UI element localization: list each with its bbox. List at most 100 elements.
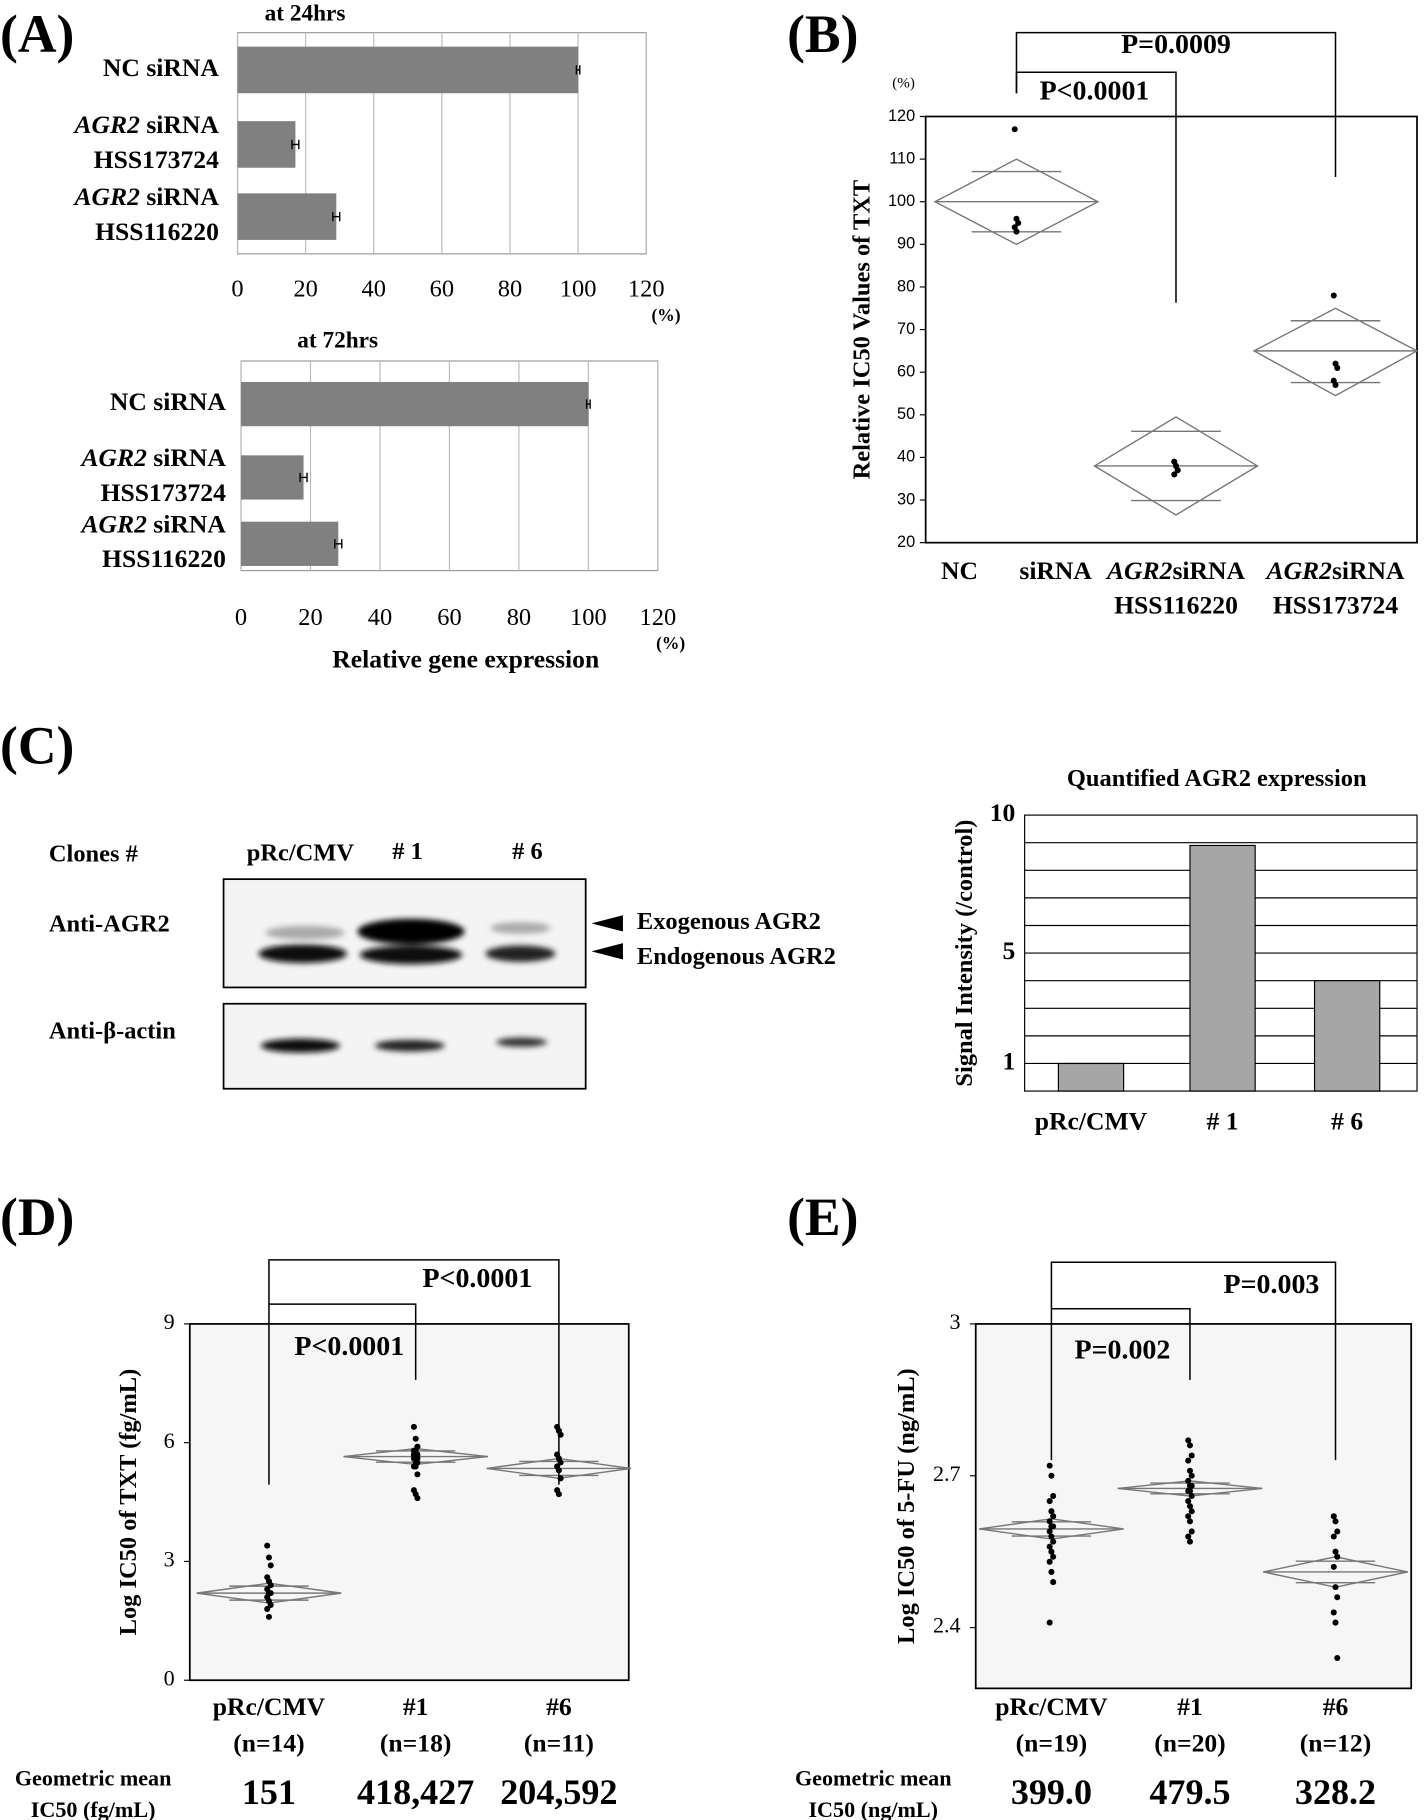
category-label: AGR2 siRNA [72, 182, 219, 211]
group-label: #1 [1177, 1692, 1203, 1721]
data-point [1185, 1533, 1192, 1540]
group-label: AGR2siRNA [1264, 556, 1405, 585]
group-label: HSS116220 [1114, 591, 1238, 620]
y-tick-label: 110 [889, 149, 915, 167]
data-point [1188, 1508, 1195, 1515]
significance-bracket [1051, 1308, 1191, 1380]
data-point [1334, 1528, 1341, 1535]
group-label: AGR2siRNA [1105, 556, 1246, 585]
group-label: #6 [546, 1692, 572, 1721]
data-point [265, 1613, 272, 1620]
axis-unit: (%) [656, 633, 685, 653]
row-label: Anti-β-actin [49, 1017, 176, 1044]
group-label: (n=20) [1154, 1728, 1226, 1757]
data-point [267, 1582, 274, 1589]
group-label: (n=19) [1016, 1728, 1088, 1757]
data-point [1186, 1487, 1193, 1494]
data-point [555, 1491, 562, 1498]
lane-label: pRc/CMV [247, 839, 355, 866]
data-point [1185, 1513, 1192, 1520]
y-tick-label: 9 [164, 1309, 175, 1334]
arrow-label: Exogenous AGR2 [637, 908, 821, 935]
data-point [264, 1542, 271, 1549]
y-tick-label: 10 [990, 798, 1016, 827]
data-point [1046, 1558, 1053, 1565]
category-label: NC siRNA [110, 387, 226, 416]
x-tick-label: 40 [368, 604, 392, 631]
data-point [1334, 364, 1341, 371]
western-blot: (C) Clones # pRc/CMV # 1 # 6 Anti-AGR2 A… [0, 715, 836, 1090]
data-point [1186, 1442, 1193, 1449]
y-tick-label: 2.7 [933, 1461, 961, 1486]
group-label: #6 [1323, 1692, 1349, 1721]
category-label: HSS173724 [94, 145, 219, 174]
bar [237, 193, 337, 240]
bar [237, 46, 579, 94]
data-point [1188, 1472, 1195, 1479]
y-axis-label: Signal Intensity (/control) [951, 820, 978, 1087]
group-label: (n=11) [524, 1728, 594, 1757]
x-tick-label: 40 [362, 276, 386, 303]
data-point [1330, 292, 1337, 299]
y-tick-label: 120 [888, 107, 915, 125]
lane-label: # 1 [392, 838, 423, 865]
x-tick-label: 120 [628, 276, 665, 303]
bar [241, 521, 339, 566]
data-point [1011, 126, 1018, 133]
x-tick-label: 60 [437, 604, 461, 631]
y-tick-label: 50 [897, 405, 915, 423]
panel-label: (C) [0, 715, 74, 775]
clones-label: Clones # [49, 840, 138, 867]
x-tick-label: 20 [298, 604, 322, 631]
summary-value: 479.5 [1149, 1772, 1230, 1812]
data-point [267, 1562, 274, 1569]
p-value-label: P=0.003 [1224, 1269, 1320, 1300]
significance-bracket [268, 1259, 560, 1485]
bar [241, 455, 304, 500]
y-tick-label: 60 [897, 362, 915, 380]
data-point [1048, 1508, 1055, 1515]
data-point [1046, 1543, 1053, 1550]
bar [241, 381, 589, 427]
group-label: (n=18) [380, 1728, 452, 1757]
data-point [1330, 1513, 1337, 1520]
data-point [1188, 1528, 1195, 1535]
x-tick-label: 120 [640, 604, 677, 631]
data-point [1185, 1498, 1192, 1505]
data-point [1332, 1518, 1339, 1525]
p-value-label: P<0.0001 [294, 1331, 404, 1362]
data-point [1048, 1533, 1055, 1540]
x-axis-label: Relative gene expression [332, 644, 599, 673]
data-point [1048, 1548, 1055, 1555]
data-point [1332, 1584, 1339, 1591]
axis-unit: (%) [651, 305, 680, 325]
y-axis-label: Log IC50 of TXT (fg/mL) [115, 1369, 142, 1636]
summary-value: 204,592 [500, 1772, 617, 1812]
x-tick-label: 20 [293, 276, 317, 303]
data-point [1013, 228, 1020, 235]
data-point [1186, 1538, 1193, 1545]
category-label: HSS173724 [101, 478, 226, 507]
data-point [1186, 1518, 1193, 1525]
data-point [264, 1605, 271, 1612]
data-point [1050, 1492, 1057, 1500]
plot-frame [974, 1323, 1413, 1690]
y-tick-label: 30 [897, 490, 915, 508]
y-tick-label: 1 [1003, 1046, 1016, 1075]
bar [1057, 1062, 1125, 1092]
data-point [1334, 1654, 1341, 1662]
significance-bracket [268, 1303, 417, 1380]
summary-value: 399.0 [1011, 1772, 1092, 1812]
y-tick-label: 100 [888, 192, 915, 210]
data-point [1050, 1553, 1057, 1560]
summary-label: IC50 (fg/mL) [31, 1797, 156, 1820]
data-point [1188, 1452, 1195, 1459]
data-point [1046, 1518, 1053, 1525]
data-point [1188, 1482, 1195, 1489]
plot-frame [188, 1323, 630, 1682]
data-point [267, 1590, 274, 1597]
x-tick-label: 80 [498, 276, 522, 303]
data-point [1185, 1477, 1192, 1484]
bands [258, 918, 556, 1053]
y-tick-label: 3 [950, 1309, 961, 1334]
